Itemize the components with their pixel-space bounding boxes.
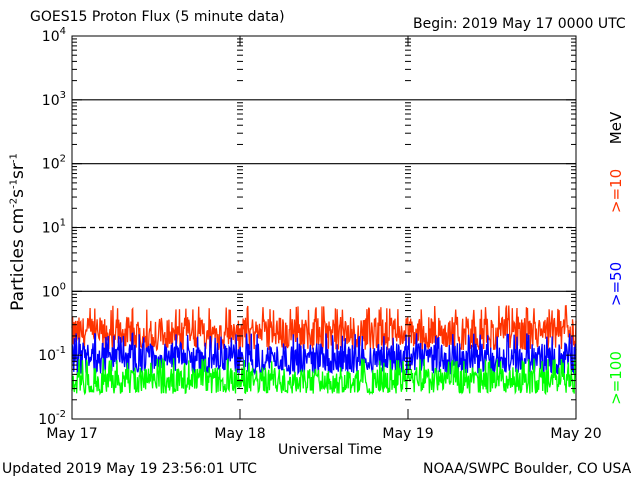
chart-title: GOES15 Proton Flux (5 minute data) [30,9,285,25]
legend-item-50mev: >=50 [607,261,625,307]
y-tick-base: 10 [42,284,60,300]
legend-unit: MeV [607,111,625,145]
y-tick-exponent: 3 [60,90,66,101]
x-tick-label: May 20 [550,426,601,442]
y-axis-label-base: Particles cm [8,207,28,311]
x-tick-label: May 19 [382,426,433,442]
series-layer [71,305,577,396]
y-unit-exp-sr: -1 [8,153,20,164]
x-tick-label: May 18 [214,426,265,442]
y-tick-base: 10 [38,412,56,428]
series-line-2 [71,358,577,396]
y-unit-s: s [8,189,28,198]
updated-timestamp: Updated 2019 May 19 23:56:01 UTC [2,461,257,477]
y-tick-exponent: -1 [56,345,66,356]
y-unit-sr: sr [8,163,28,180]
y-tick-exponent: 2 [60,154,66,165]
series-line-1 [71,332,577,376]
y-tick-label: 101 [42,218,66,237]
y-tick-label: 10-2 [38,409,66,428]
source-credit: NOAA/SWPC Boulder, CO USA [423,461,632,477]
y-tick-base: 10 [42,29,60,45]
y-tick-base: 10 [42,221,60,237]
x-tick-label: May 17 [46,426,97,442]
y-tick-exponent: -2 [56,409,66,420]
y-tick-base: 10 [38,348,56,364]
grid-layer [71,35,577,420]
y-tick-label: 102 [42,154,66,173]
x-tick-labels: May 17 May 18 May 19 May 20 [46,426,601,442]
begin-label: Begin: 2019 May 17 0000 UTC [413,16,626,32]
y-tick-base: 10 [42,157,60,173]
plot-frame [71,35,577,420]
x-axis-label: Universal Time [278,442,383,458]
y-tick-label: 104 [42,26,66,45]
y-tick-base: 10 [42,93,60,109]
y-tick-label: 103 [42,90,66,109]
y-tick-label: 100 [42,281,66,300]
y-axis-label: Particles cm-2s-1sr-1 [8,153,28,311]
y-unit-exp-s: -1 [8,179,20,189]
series-line-0 [71,305,577,352]
y-unit-exp-cm: -2 [8,197,20,208]
y-tick-exponent: 0 [60,281,66,292]
y-tick-label: 10-1 [38,345,66,364]
y-tick-exponent: 1 [60,218,66,229]
legend-item-10mev: >=10 [607,168,625,214]
y-tick-exponent: 4 [60,26,66,37]
legend-item-100mev: >=100 [607,351,625,405]
